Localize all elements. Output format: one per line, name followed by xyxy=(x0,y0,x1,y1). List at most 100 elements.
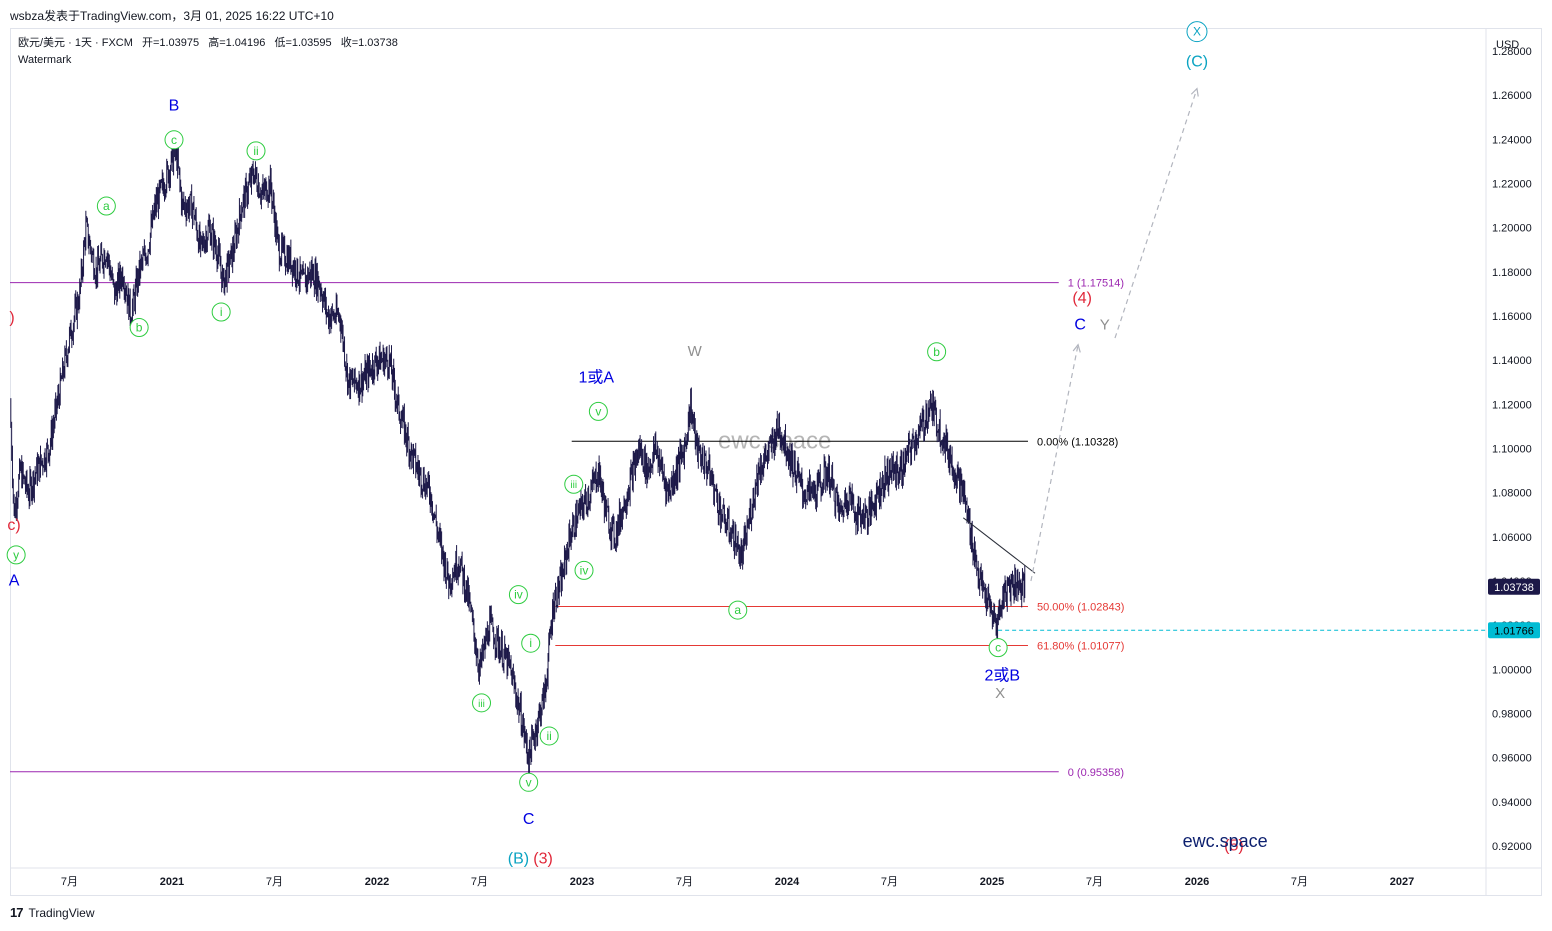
wave-label: (C) xyxy=(1186,54,1208,71)
y-tick-label: 1.24000 xyxy=(1492,134,1532,146)
currency-label[interactable]: USD xyxy=(1496,39,1519,51)
x-tick-label: 7月 xyxy=(266,876,283,888)
legend-symbol[interactable]: 欧元/美元 · 1天 · FXCM xyxy=(18,37,133,49)
projection-path[interactable] xyxy=(1114,88,1198,339)
legend-close: 收=1.03738 xyxy=(340,37,398,49)
wave-label: (3) xyxy=(533,851,553,868)
wave-label: (5) xyxy=(1224,837,1244,854)
projection-path-arrowhead xyxy=(1072,343,1081,353)
price-tag-bg[interactable] xyxy=(1488,578,1540,595)
wave-label: c) xyxy=(7,517,20,534)
wave-label: 2或B xyxy=(984,666,1020,684)
chart-frame xyxy=(10,28,1542,896)
wave-label-circle xyxy=(728,600,748,620)
wave-label-circle xyxy=(927,342,947,362)
wave-label: ii xyxy=(546,729,551,743)
wave-label: iii xyxy=(570,480,577,491)
wave-label: B xyxy=(169,98,180,115)
fib-level-label: 61.80% (1.01077) xyxy=(1037,641,1124,653)
footer-branding[interactable]: 17 TradingView xyxy=(10,905,95,920)
fib-level-label: 0.00% (1.10328) xyxy=(1037,436,1118,448)
wave-label: iii xyxy=(478,699,485,710)
y-tick-label: 1.26000 xyxy=(1492,90,1532,102)
price-tag-label: 1.01766 xyxy=(1494,625,1534,637)
y-tick-label: 0.94000 xyxy=(1492,797,1532,809)
wave-label-circle xyxy=(519,772,539,792)
y-tick-label: 1.08000 xyxy=(1492,488,1532,500)
wave-label: c xyxy=(171,133,177,147)
y-tick-label: 0.96000 xyxy=(1492,753,1532,765)
y-tick-label: 1.22000 xyxy=(1492,179,1532,191)
x-tick-label: 7月 xyxy=(676,876,693,888)
y-tick-label: 1.18000 xyxy=(1492,267,1532,279)
wave-label: y xyxy=(13,548,19,562)
y-tick-label: 1.20000 xyxy=(1492,223,1532,235)
y-tick-label: 1.28000 xyxy=(1492,46,1532,58)
y-tick-label: 1.14000 xyxy=(1492,355,1532,367)
wave-label: a xyxy=(103,199,110,213)
wave-label: (4) xyxy=(1072,290,1092,307)
x-tick-label: 7月 xyxy=(1291,876,1308,888)
wave-label: ii xyxy=(253,144,258,158)
wave-label-circle xyxy=(564,474,584,494)
wave-label: C xyxy=(1074,316,1086,333)
wave-label: iv xyxy=(580,563,589,577)
legend-low: 低=1.03595 xyxy=(274,37,332,49)
wave-label: v xyxy=(595,404,601,418)
chart-legend: 欧元/美元 · 1天 · FXCM 开=1.03975 高=1.04196 低=… xyxy=(18,35,404,69)
wave-label: (B) xyxy=(508,851,529,868)
legend-watermark-label[interactable]: Watermark xyxy=(18,54,72,66)
y-tick-label: 0.92000 xyxy=(1492,841,1532,853)
fib-level-label: 1 (1.17514) xyxy=(1068,278,1124,290)
wave-label-circle xyxy=(211,302,231,322)
wave-label: iv xyxy=(514,588,523,602)
legend-high: 高=1.04196 xyxy=(208,37,266,49)
y-tick-label: 1.00000 xyxy=(1492,664,1532,676)
trendline[interactable] xyxy=(962,517,1036,574)
x-tick-label: 7月 xyxy=(61,876,78,888)
wave-label: c xyxy=(995,641,1001,655)
x-tick-label: 2024 xyxy=(775,876,800,888)
wave-label-circle xyxy=(129,317,149,337)
wave-label: b xyxy=(136,320,143,334)
brand-watermark: ewc.space xyxy=(1183,831,1268,851)
wave-label: X xyxy=(1193,25,1201,39)
x-tick-label: 2025 xyxy=(980,876,1004,888)
wave-label-circle xyxy=(96,196,116,216)
wave-label: W xyxy=(688,343,703,360)
wave-label-circle xyxy=(988,638,1008,658)
candle-series xyxy=(10,134,1026,777)
y-tick-label: 1.10000 xyxy=(1492,444,1532,456)
fib-level-label: 0 (0.95358) xyxy=(1068,767,1124,779)
wave-label: C xyxy=(523,811,535,828)
y-tick-label: 1.06000 xyxy=(1492,532,1532,544)
wave-label: ) xyxy=(9,310,14,327)
wave-label: a xyxy=(734,603,741,617)
wave-label-circle xyxy=(539,726,559,746)
wave-label-circle xyxy=(472,693,492,713)
wave-label: i xyxy=(220,305,223,319)
price-tag-bg[interactable] xyxy=(1488,622,1540,639)
tradingview-brand: TradingView xyxy=(28,905,95,920)
x-tick-label: 2022 xyxy=(365,876,389,888)
y-tick-label: 0.98000 xyxy=(1492,708,1532,720)
x-tick-label: 2021 xyxy=(160,876,184,888)
tradingview-logo-icon: 17 xyxy=(10,905,24,920)
wave-label-circle xyxy=(574,560,594,580)
x-tick-label: 2023 xyxy=(570,876,594,888)
y-tick-label: 1.16000 xyxy=(1492,311,1532,323)
wave-label: A xyxy=(9,572,20,589)
wave-label-circle xyxy=(164,130,184,150)
x-tick-label: 2026 xyxy=(1185,876,1209,888)
wave-label: Y xyxy=(1100,316,1110,333)
x-tick-label: 7月 xyxy=(1086,876,1103,888)
wave-label: 1或A xyxy=(579,368,615,386)
legend-open: 开=1.03975 xyxy=(141,37,200,49)
y-tick-label: 1.12000 xyxy=(1492,399,1532,411)
wave-label: X xyxy=(995,685,1005,702)
fib-level-label: 50.00% (1.02843) xyxy=(1037,602,1124,614)
wave-label: v xyxy=(526,775,532,789)
price-tag-label: 1.03738 xyxy=(1494,582,1534,594)
projection-path[interactable] xyxy=(1030,344,1079,582)
